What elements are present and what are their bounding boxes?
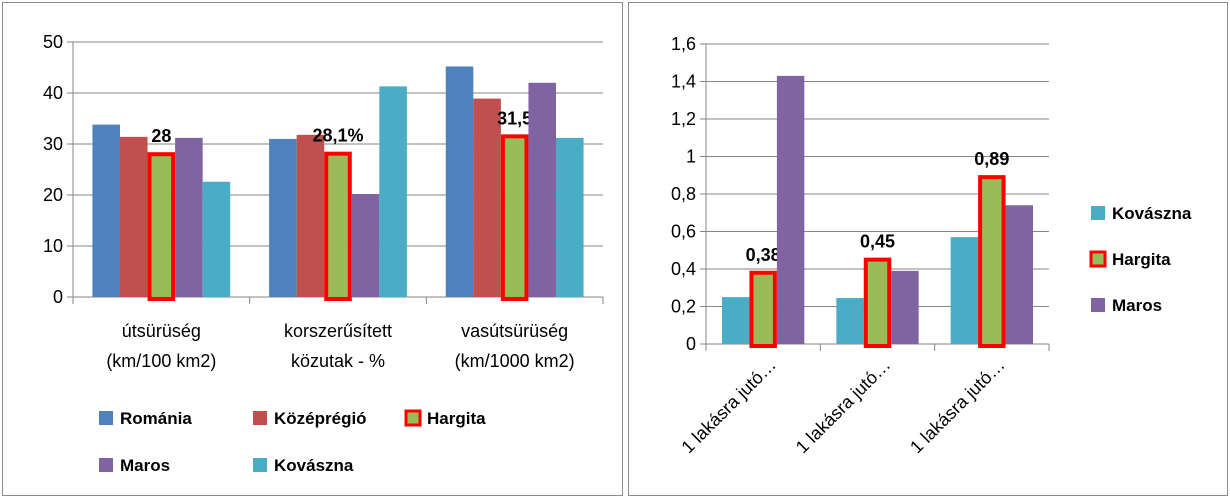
x-category-label: közutak - % <box>291 351 385 371</box>
data-label-hargita: 28,1% <box>312 126 363 146</box>
x-category-label: útsürüség <box>122 321 201 341</box>
y-tick-label: 50 <box>43 32 63 52</box>
bar-maros <box>776 75 805 344</box>
x-category-label: (km/1000 km2) <box>455 351 575 371</box>
legend-label-maros: Maros <box>1112 296 1162 315</box>
legend-label-kozepregio: Középrégió <box>274 409 367 428</box>
right-chart-panel: 0 0,2 0,4 0,6 0,8 1 1,2 1,4 1,6 0,38 0,45 0,89 1 lak… <box>628 2 1228 496</box>
bar-hargita <box>147 152 176 301</box>
y-tick-label: 0 <box>53 287 63 307</box>
x-category-label: 1 lakásra jutó… <box>792 355 895 458</box>
legend-swatch-romania <box>99 411 113 425</box>
y-tick-label: 1,6 <box>671 34 696 54</box>
bar-romania <box>445 66 474 297</box>
left-chart-panel: 0 10 20 30 40 50 28 28,1% 31,5 útsürüség (km/100 k… <box>2 2 623 496</box>
legend-swatch-kozepregio <box>253 411 267 425</box>
bar-maros <box>528 82 557 297</box>
bar-kovaszna <box>202 181 231 297</box>
legend-label-maros: Maros <box>120 456 170 475</box>
legend-label-kovaszna: Kovászna <box>274 456 354 475</box>
data-label-hargita: 0,89 <box>974 149 1009 169</box>
x-category-label: (km/100 km2) <box>106 351 216 371</box>
legend-swatch-hargita <box>1089 250 1107 268</box>
data-label-hargita: 0,45 <box>860 232 895 252</box>
bar-kovaszna <box>950 237 979 344</box>
y-tick-label: 0,2 <box>671 297 696 317</box>
y-tick-label: 1 <box>686 147 696 167</box>
bar-kozepregio <box>296 134 325 297</box>
bar-hargita <box>749 270 777 348</box>
bar-hargita <box>863 257 892 348</box>
data-label-hargita: 0,38 <box>746 245 781 265</box>
bar-maros <box>175 137 203 297</box>
legend-swatch-maros <box>1091 298 1105 312</box>
y-tick-label: 1,2 <box>671 109 696 129</box>
x-category-label: 1 lakásra jutó… <box>906 355 1009 458</box>
bar-hargita <box>978 175 1006 348</box>
legend-label-hargita: Hargita <box>1112 250 1171 269</box>
bar-kovaszna <box>379 86 407 298</box>
legend-label-kovaszna: Kovászna <box>1112 204 1192 223</box>
bar-romania <box>269 138 297 297</box>
bar-maros <box>891 270 919 344</box>
x-category-label: 1 lakásra jutó… <box>677 355 780 458</box>
data-label-hargita: 31,5 <box>497 108 532 128</box>
bar-kovaszna <box>722 297 750 344</box>
y-tick-label: 40 <box>43 83 63 103</box>
bar-hargita <box>324 151 352 301</box>
bar-romania <box>92 124 120 298</box>
bar-hargita <box>500 134 529 301</box>
y-tick-label: 0,4 <box>671 259 696 279</box>
x-category-label: korszerűsített <box>284 321 392 341</box>
legend-label-hargita: Hargita <box>427 409 486 428</box>
y-tick-label: 0,8 <box>671 184 696 204</box>
left-bar-chart: 0 10 20 30 40 50 28 28,1% 31,5 útsürüség (km/100 k… <box>43 32 604 475</box>
bar-maros <box>351 193 380 297</box>
bar-kozepregio <box>119 136 148 297</box>
y-tick-label: 0,6 <box>671 222 696 242</box>
bar-maros <box>1005 205 1033 344</box>
bar-kozepregio <box>473 98 501 297</box>
right-bar-chart: 0 0,2 0,4 0,6 0,8 1 1,2 1,4 1,6 0,38 0,45 0,89 1 lak… <box>671 34 1192 458</box>
legend-swatch-hargita <box>404 409 422 427</box>
y-tick-label: 10 <box>43 236 63 256</box>
y-tick-label: 1,4 <box>671 72 696 92</box>
y-tick-label: 0 <box>686 334 696 354</box>
legend-swatch-kovaszna <box>253 458 267 472</box>
legend-swatch-maros <box>99 458 113 472</box>
x-category-label: vasútsürüség <box>461 321 568 341</box>
bar-kovaszna <box>556 137 584 297</box>
bar-kovaszna <box>836 298 864 344</box>
data-label-hargita: 28 <box>151 126 171 146</box>
y-tick-label: 20 <box>43 185 63 205</box>
legend-label-romania: Románia <box>120 409 192 428</box>
y-tick-label: 30 <box>43 134 63 154</box>
legend-swatch-kovaszna <box>1091 206 1105 220</box>
